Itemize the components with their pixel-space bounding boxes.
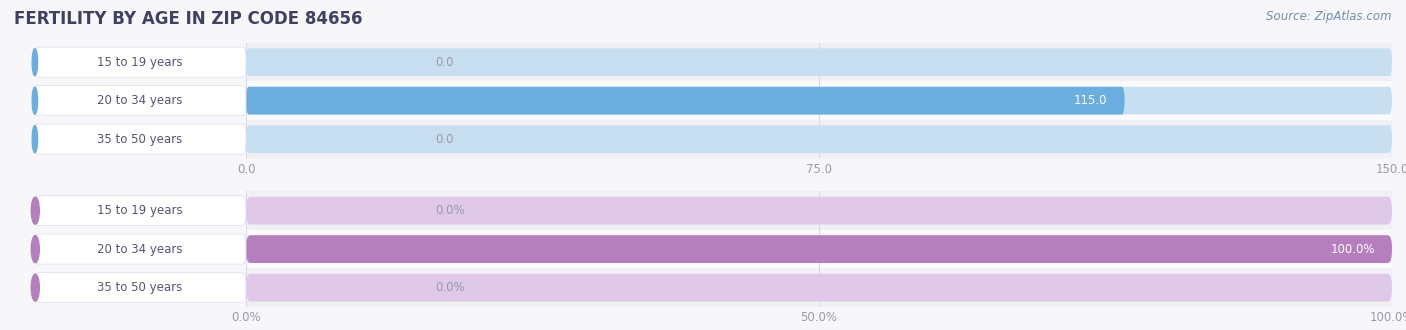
FancyBboxPatch shape xyxy=(34,124,246,154)
Circle shape xyxy=(32,126,38,153)
Text: 15 to 19 years: 15 to 19 years xyxy=(97,204,183,217)
Text: 20 to 34 years: 20 to 34 years xyxy=(97,94,183,107)
Text: 35 to 50 years: 35 to 50 years xyxy=(97,133,183,146)
Text: 20 to 34 years: 20 to 34 years xyxy=(97,243,183,256)
Circle shape xyxy=(31,274,39,301)
Text: FERTILITY BY AGE IN ZIP CODE 84656: FERTILITY BY AGE IN ZIP CODE 84656 xyxy=(14,10,363,28)
Bar xyxy=(246,230,1392,268)
Text: 115.0: 115.0 xyxy=(1074,94,1108,107)
FancyBboxPatch shape xyxy=(34,273,246,303)
Bar xyxy=(246,82,1392,120)
Text: 15 to 19 years: 15 to 19 years xyxy=(97,56,183,69)
Bar xyxy=(246,268,1392,307)
Text: 0.0%: 0.0% xyxy=(434,281,465,294)
FancyBboxPatch shape xyxy=(34,85,246,115)
Bar xyxy=(246,191,1392,230)
Text: 0.0: 0.0 xyxy=(434,56,454,69)
Circle shape xyxy=(31,197,39,224)
FancyBboxPatch shape xyxy=(34,196,246,226)
Bar xyxy=(246,43,1392,82)
FancyBboxPatch shape xyxy=(246,87,1125,115)
Circle shape xyxy=(31,236,39,263)
Circle shape xyxy=(32,49,38,76)
FancyBboxPatch shape xyxy=(246,235,1392,263)
FancyBboxPatch shape xyxy=(246,235,1392,263)
Bar xyxy=(246,120,1392,158)
FancyBboxPatch shape xyxy=(246,48,1392,76)
FancyBboxPatch shape xyxy=(246,87,1392,115)
Circle shape xyxy=(32,87,38,114)
Text: 0.0: 0.0 xyxy=(434,133,454,146)
Text: 35 to 50 years: 35 to 50 years xyxy=(97,281,183,294)
FancyBboxPatch shape xyxy=(34,234,246,264)
FancyBboxPatch shape xyxy=(246,274,1392,302)
FancyBboxPatch shape xyxy=(246,125,1392,153)
Text: 0.0%: 0.0% xyxy=(434,204,465,217)
Text: Source: ZipAtlas.com: Source: ZipAtlas.com xyxy=(1267,10,1392,23)
Text: 100.0%: 100.0% xyxy=(1330,243,1375,256)
FancyBboxPatch shape xyxy=(34,47,246,77)
FancyBboxPatch shape xyxy=(246,197,1392,224)
